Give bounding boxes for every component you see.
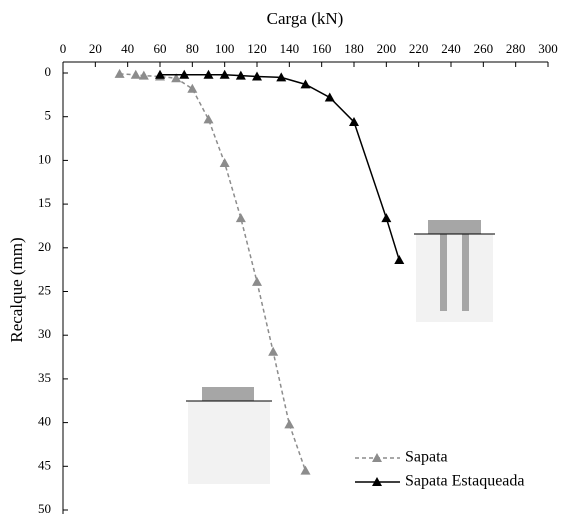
point [252, 276, 262, 286]
point [284, 419, 295, 429]
x-tick-label: 80 [186, 41, 199, 56]
point [114, 68, 125, 78]
point [252, 71, 262, 81]
point [187, 83, 198, 93]
x-tick-label: 160 [312, 41, 332, 56]
y-axis-title: Recalque (mm) [7, 237, 26, 342]
y-tick-label: 10 [38, 151, 51, 166]
footing-illustration [186, 387, 272, 484]
point [203, 114, 214, 124]
x-tick-label: 120 [247, 41, 267, 56]
point [219, 158, 230, 168]
x-tick-label: 140 [280, 41, 300, 56]
x-tick-label: 40 [121, 41, 134, 56]
x-tick-label: 240 [441, 41, 461, 56]
legend-marker [372, 477, 382, 486]
y-tick-label: 5 [45, 108, 52, 123]
point [171, 73, 182, 83]
y-tick-label: 15 [38, 195, 51, 210]
point [324, 92, 335, 102]
y-tick-label: 0 [45, 64, 52, 79]
y-tick-label: 40 [38, 414, 51, 429]
point [276, 72, 287, 82]
y-tick-label: 45 [38, 457, 51, 472]
y-tick-label: 35 [38, 370, 51, 385]
piled-footing-illustration [414, 220, 495, 322]
x-tick-label: 0 [60, 41, 67, 56]
x-tick-label: 100 [215, 41, 235, 56]
point [155, 69, 165, 79]
point [235, 213, 246, 223]
point [381, 213, 392, 223]
point [300, 465, 311, 475]
x-tick-label: 20 [89, 41, 102, 56]
x-axis-title: Carga (kN) [267, 9, 344, 28]
point [268, 346, 279, 356]
y-tick-label: 50 [38, 501, 51, 515]
legend-text: Sapata [405, 449, 448, 466]
x-tick-label: 300 [538, 41, 558, 56]
point [203, 69, 214, 79]
legend-marker [372, 453, 382, 462]
x-tick-label: 280 [506, 41, 526, 56]
y-tick-label: 20 [38, 239, 51, 254]
point [349, 116, 359, 126]
legend-text: Sapata Estaqueada [405, 473, 525, 490]
x-tick-label: 180 [344, 41, 364, 56]
point [138, 70, 149, 80]
point [219, 69, 230, 79]
y-tick-label: 25 [38, 282, 51, 297]
x-tick-label: 220 [409, 41, 429, 56]
point [130, 69, 141, 79]
point [300, 79, 311, 89]
y-tick-label: 30 [38, 326, 51, 341]
series-line [160, 73, 400, 261]
x-tick-label: 200 [377, 41, 397, 56]
point [394, 255, 405, 265]
point [235, 70, 246, 80]
x-tick-label: 260 [474, 41, 494, 56]
x-tick-label: 60 [154, 41, 167, 56]
point [179, 69, 190, 79]
